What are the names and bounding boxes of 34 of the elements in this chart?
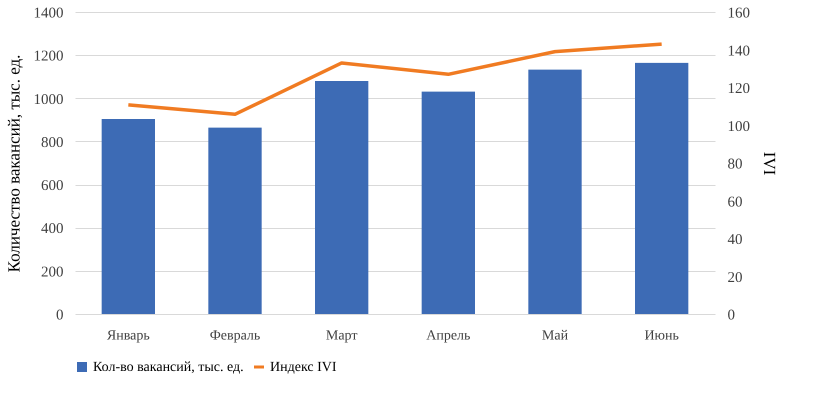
bar bbox=[422, 92, 475, 314]
x-tick-label: Февраль bbox=[210, 328, 260, 344]
y2-axis-title: IVI bbox=[760, 152, 779, 176]
x-tick-label: Январь bbox=[106, 328, 150, 344]
y2-tick-label: 100 bbox=[728, 118, 750, 135]
y2-tick-label: 120 bbox=[728, 81, 750, 97]
y-tick-label: 800 bbox=[41, 134, 64, 151]
y2-tick-label: 80 bbox=[728, 156, 742, 172]
legend-label: Индекс IVI bbox=[270, 360, 337, 375]
y2-tick-label: 160 bbox=[728, 6, 750, 22]
bar bbox=[635, 62, 688, 314]
y-tick-label: 0 bbox=[56, 308, 64, 324]
line-series bbox=[126, 42, 664, 116]
y-tick-label: 600 bbox=[41, 178, 64, 194]
legend-label: Кол-во вакансий, тыс. ед. bbox=[93, 360, 244, 375]
y-axis-title: Количество вакансий, тыс. ед. bbox=[4, 54, 24, 272]
x-tick-label: Апрель bbox=[426, 328, 470, 344]
y-tick-label: 1400 bbox=[34, 6, 64, 22]
y2-tick-label: 60 bbox=[728, 194, 742, 210]
y2-tick-label: 40 bbox=[728, 232, 742, 248]
bar bbox=[208, 128, 262, 314]
x-tick-label: Май bbox=[542, 328, 569, 344]
y-tick-label: 1200 bbox=[34, 48, 64, 65]
bar bbox=[315, 81, 368, 314]
x-tick-label: Март bbox=[326, 328, 358, 344]
y2-tick-label: 140 bbox=[728, 43, 750, 60]
x-tick-label: Июнь bbox=[644, 328, 679, 344]
y2-tick-label: 0 bbox=[728, 308, 735, 324]
bar bbox=[102, 118, 155, 314]
bar bbox=[528, 70, 582, 314]
y-tick-label: 400 bbox=[41, 221, 64, 238]
y2-tick-label: 20 bbox=[728, 270, 742, 286]
y-tick-label: 1000 bbox=[34, 92, 64, 108]
y-tick-label: 200 bbox=[41, 264, 64, 280]
